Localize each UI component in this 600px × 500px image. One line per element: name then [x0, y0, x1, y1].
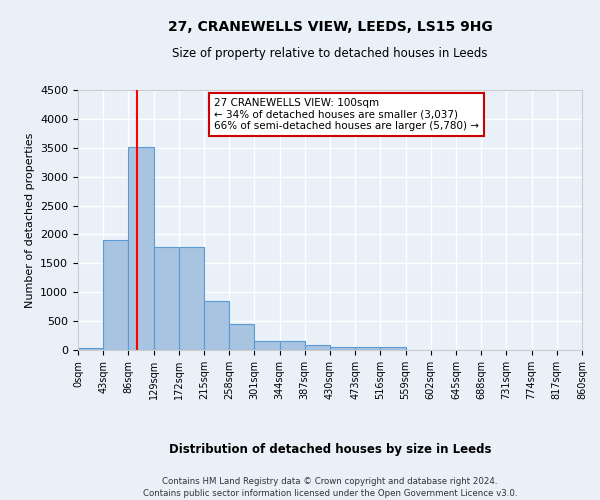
- Text: 27 CRANEWELLS VIEW: 100sqm
← 34% of detached houses are smaller (3,037)
66% of s: 27 CRANEWELLS VIEW: 100sqm ← 34% of deta…: [214, 98, 479, 131]
- Bar: [254, 341, 280, 350]
- Text: 27, CRANEWELLS VIEW, LEEDS, LS15 9HG: 27, CRANEWELLS VIEW, LEEDS, LS15 9HG: [167, 20, 493, 34]
- Bar: [103, 240, 128, 350]
- Bar: [380, 347, 406, 350]
- Bar: [128, 147, 154, 350]
- Bar: [204, 302, 229, 350]
- Bar: [280, 341, 305, 350]
- Bar: [229, 324, 254, 350]
- Bar: [305, 345, 330, 350]
- Bar: [330, 346, 355, 350]
- Bar: [355, 347, 380, 350]
- Text: Size of property relative to detached houses in Leeds: Size of property relative to detached ho…: [172, 48, 488, 60]
- Bar: [179, 248, 204, 350]
- Bar: [78, 348, 103, 350]
- Text: Distribution of detached houses by size in Leeds: Distribution of detached houses by size …: [169, 442, 491, 456]
- Y-axis label: Number of detached properties: Number of detached properties: [25, 132, 35, 308]
- Bar: [154, 248, 179, 350]
- Text: Contains public sector information licensed under the Open Government Licence v3: Contains public sector information licen…: [143, 489, 517, 498]
- Text: Contains HM Land Registry data © Crown copyright and database right 2024.: Contains HM Land Registry data © Crown c…: [162, 478, 498, 486]
